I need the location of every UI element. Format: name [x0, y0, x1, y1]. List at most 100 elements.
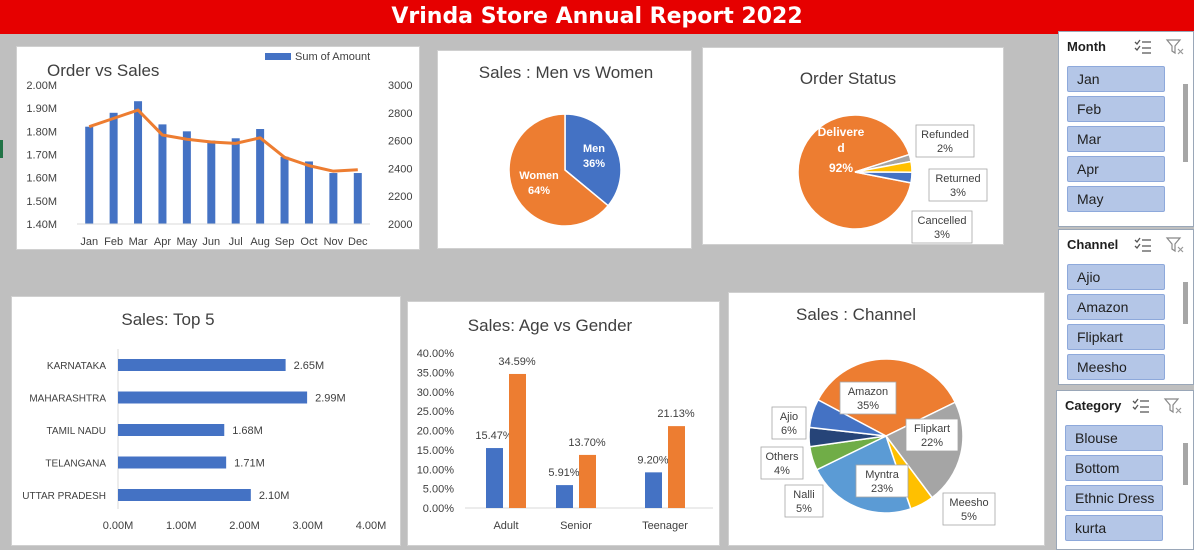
category-slicer[interactable]: Category Blouse Bottom Ethnic Dress kurta	[1056, 390, 1194, 550]
returned-callout-box	[928, 168, 988, 202]
order-status-chart[interactable]: Order Status Delivere d 92% Refunded 2% Return…	[702, 47, 1004, 245]
others-callout-box	[760, 446, 804, 480]
sales-channel-chart[interactable]: Sales : Channel Amazon 35% Flipkart 22% Meesh…	[728, 292, 1045, 546]
report-title: Vrinda Store Annual Report 2022	[0, 0, 1194, 34]
bar-value-label: 2.10M	[259, 490, 290, 502]
refunded-callout-box	[915, 124, 975, 158]
clear-filter-icon[interactable]	[1165, 38, 1185, 56]
slicer-scrollbar[interactable]	[1183, 282, 1188, 324]
category-label: TELANGANA	[45, 459, 106, 470]
c3-svg: Sales: Top 5 KARNATAKA 2.65M MAHARASHTRA 2.9…	[22, 310, 386, 532]
y2-tick-label: 2800	[388, 108, 412, 120]
slicer-item-ajio[interactable]: Ajio	[1067, 264, 1165, 290]
x-tick-label: Sep	[275, 236, 295, 248]
y-tick-label: 40.00%	[417, 348, 455, 360]
status-slice-cancelled	[854, 171, 913, 184]
chart-title: Sales: Age vs Gender	[468, 316, 633, 335]
x-tick-label: Dec	[348, 236, 368, 248]
slicer-title: Channel	[1067, 237, 1119, 252]
clear-filter-icon[interactable]	[1163, 397, 1183, 415]
slicer-item-jan[interactable]: Jan	[1067, 66, 1165, 92]
bar-uttar-pradesh	[118, 489, 251, 501]
meesho-callout-text-0: Meesho	[949, 497, 988, 509]
slicer-header: Channel	[1059, 230, 1193, 258]
returned-callout-text-1: 3%	[950, 187, 966, 199]
slicer-item-ethnic-dress[interactable]: Ethnic Dress	[1065, 485, 1163, 511]
month-slicer[interactable]: Month Jan Feb Mar Apr May	[1058, 31, 1194, 227]
bar-value-label: 1.68M	[232, 425, 263, 437]
slicer-item-apr[interactable]: Apr	[1067, 156, 1165, 182]
chart-title: Order vs Sales	[47, 61, 159, 80]
y2-tick-label: 2000	[388, 219, 412, 231]
category-label: TAMIL NADU	[47, 426, 106, 437]
slicer-item-kurta[interactable]: kurta	[1065, 515, 1163, 541]
clear-filter-icon[interactable]	[1165, 236, 1185, 254]
x-tick-label: May	[176, 236, 197, 248]
bar-jun	[207, 140, 216, 224]
slicer-item-amazon[interactable]: Amazon	[1067, 294, 1165, 320]
multi-select-icon[interactable]	[1131, 397, 1151, 415]
x-tick-label: Mar	[129, 236, 148, 248]
women-pct: 64%	[528, 185, 550, 197]
meesho-callout-text-1: 5%	[961, 511, 977, 523]
y-tick-label: 20.00%	[417, 426, 455, 438]
bar-karnataka	[118, 359, 286, 371]
flipkart-callout-box	[905, 418, 959, 452]
x-tick-label: Senior	[560, 520, 592, 532]
bar-telangana	[118, 456, 227, 469]
top5-states-chart[interactable]: Sales: Top 5 KARNATAKA 2.65M MAHARASHTRA 2.9…	[11, 296, 401, 546]
bar-value-label: 2.99M	[315, 393, 346, 405]
legend-label: Sum of Amount	[295, 51, 370, 63]
c2-svg: Order Status Delivere d 92% Refunded 2% Return…	[797, 69, 988, 244]
slicer-item-bottom[interactable]: Bottom	[1065, 455, 1163, 481]
bar-jan	[85, 126, 94, 224]
slicer-item-meesho[interactable]: Meesho	[1067, 354, 1165, 380]
multi-select-icon[interactable]	[1133, 236, 1153, 254]
x-tick-label: Oct	[300, 236, 317, 248]
multi-select-icon[interactable]	[1133, 38, 1153, 56]
slicer-item-flipkart[interactable]: Flipkart	[1067, 324, 1165, 350]
x-tick-label: 3.00M	[292, 520, 323, 532]
bar-aug	[256, 129, 265, 224]
x-tick-label: Jan	[80, 236, 98, 248]
y-tick-label: 10.00%	[417, 464, 455, 476]
pie-slice-women	[508, 113, 610, 227]
x-tick-label: Nov	[324, 236, 344, 248]
delivered-label: Delivere	[818, 125, 865, 139]
ajio-callout-box	[771, 406, 807, 440]
bar-senior-1	[579, 454, 596, 508]
category-label: KARNATAKA	[47, 361, 106, 372]
slicer-item-mar[interactable]: Mar	[1067, 126, 1165, 152]
y-tick-label: 1.90M	[26, 103, 57, 115]
men-label: Men	[583, 143, 605, 155]
amazon-callout-box	[839, 381, 897, 415]
x-tick-label: 1.00M	[166, 520, 197, 532]
age-vs-gender-chart[interactable]: Sales: Age vs Gender 0.00% 5.00% 10.00% 15.0…	[407, 301, 720, 546]
y-tick-label: 25.00%	[417, 406, 455, 418]
chart-title: Sales : Channel	[796, 305, 916, 324]
slicer-item-feb[interactable]: Feb	[1067, 96, 1165, 122]
slicer-scrollbar[interactable]	[1183, 443, 1188, 485]
bar-senior-0	[556, 485, 573, 508]
bar-teenager-1	[668, 426, 685, 508]
y-tick-label: 1.50M	[26, 196, 57, 208]
order-line	[88, 108, 358, 173]
slicer-title: Month	[1067, 39, 1106, 54]
channel-slicer[interactable]: Channel Ajio Amazon Flipkart Meesho	[1058, 229, 1194, 385]
y-tick-label: 5.00%	[423, 484, 454, 496]
ajio-callout-text-0: Ajio	[780, 411, 798, 423]
nalli-callout-text-0: Nalli	[793, 489, 814, 501]
slicer-item-blouse[interactable]: Blouse	[1065, 425, 1163, 451]
bar-adult-0	[486, 448, 503, 508]
slicer-item-may[interactable]: May	[1067, 186, 1165, 212]
men-vs-women-chart[interactable]: Sales : Men vs Women Men 36% Women 64%	[437, 50, 692, 249]
y-tick-label: 30.00%	[417, 387, 455, 399]
myntra-callout-box	[855, 464, 909, 498]
slicer-scrollbar[interactable]	[1183, 84, 1188, 162]
slicer-header: Month	[1059, 32, 1193, 60]
slicer-title: Category	[1065, 398, 1122, 413]
returned-callout-text-0: Returned	[935, 173, 980, 185]
category-label: MAHARASHTRA	[29, 394, 106, 405]
order-vs-sales-chart[interactable]: Order vs Sales Sum of Amount 1.40M 1.50M 1.6…	[16, 46, 420, 250]
bar-nov	[329, 173, 338, 224]
